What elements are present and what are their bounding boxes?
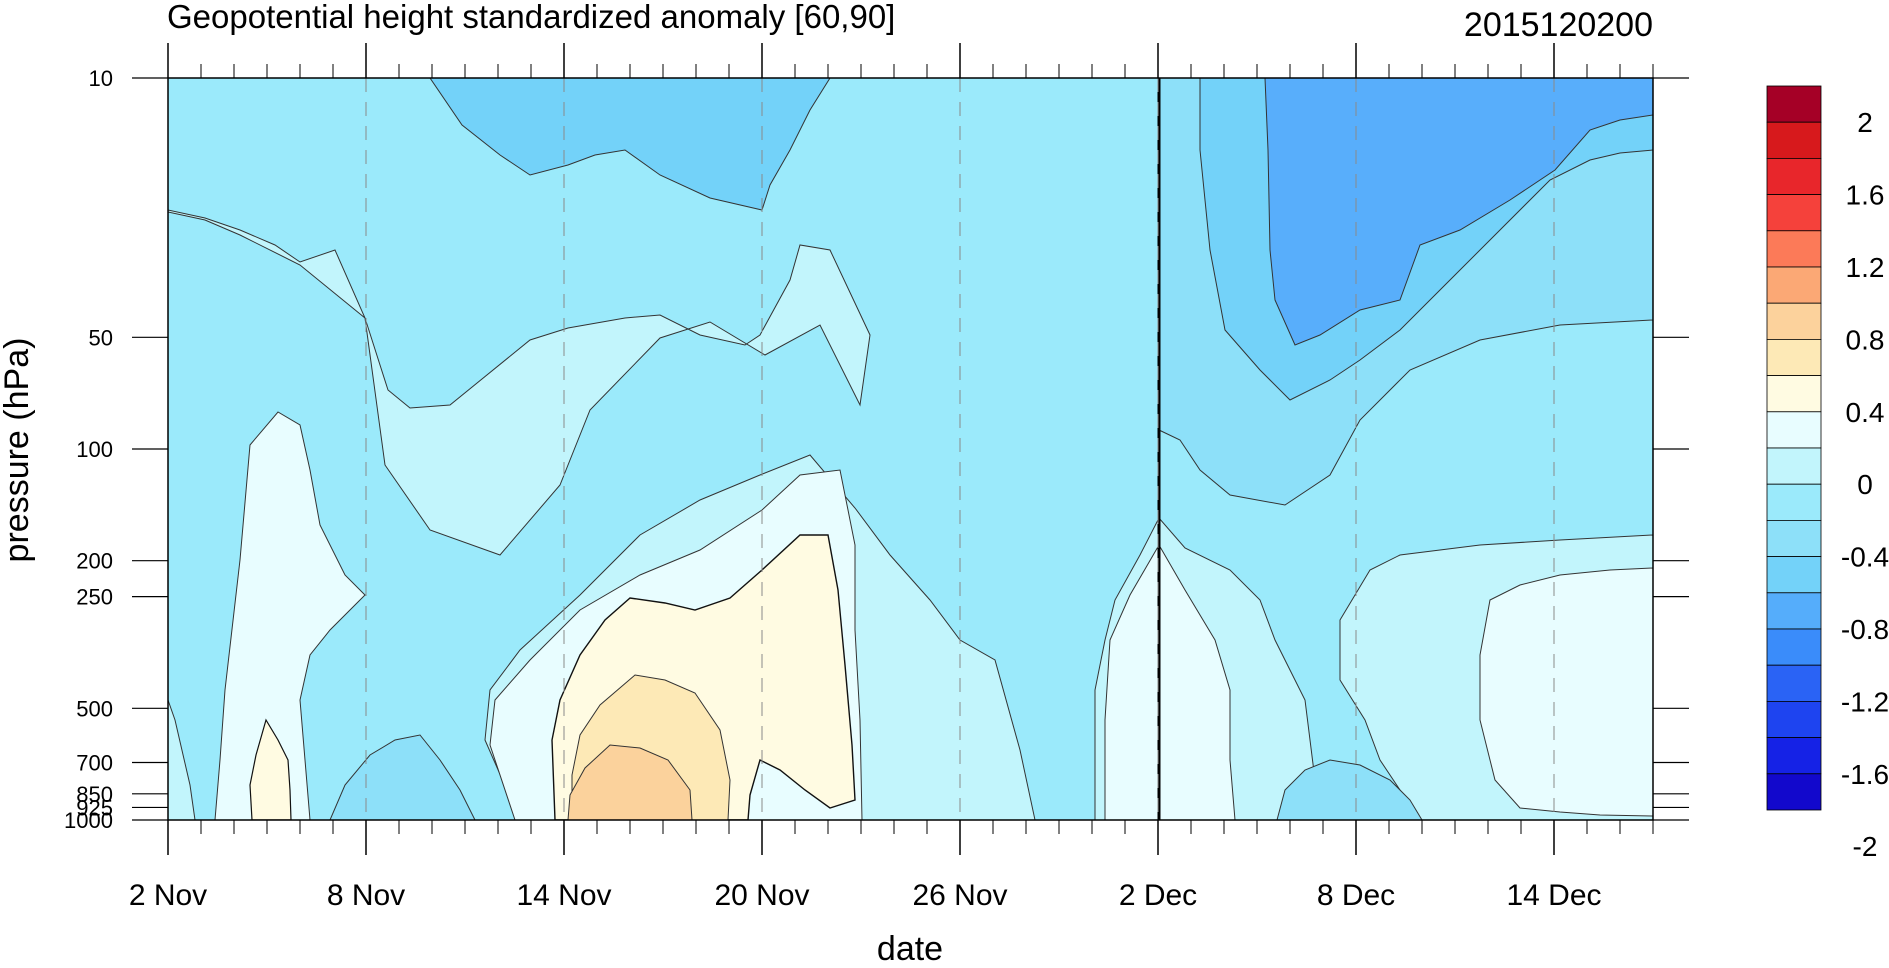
contour-fill-zero-right bbox=[1479, 567, 1653, 817]
y-axis-ticks bbox=[132, 77, 1689, 821]
colorbar-segment bbox=[1766, 773, 1822, 811]
x-tick-label: 26 Nov bbox=[912, 879, 1007, 912]
y-tick-label: 1000 bbox=[64, 808, 113, 833]
colorbar-segment bbox=[1766, 266, 1822, 304]
colorbar-label: 2 bbox=[1857, 107, 1873, 138]
y-tick-label: 850 bbox=[76, 782, 113, 807]
colorbar-label: 0.4 bbox=[1846, 397, 1885, 428]
colorbar-labels: 2 1.6 1.2 0.8 0.4 0 -0.4 -0.8 -1.2 -1.6 -2 bbox=[1841, 107, 1889, 862]
chart-title: Geopotential height standardized anomaly… bbox=[167, 0, 895, 35]
x-tick-label: 8 Dec bbox=[1317, 879, 1395, 912]
contour-plot-area bbox=[168, 78, 1653, 820]
colorbar-label: 1.6 bbox=[1846, 180, 1885, 211]
x-axis-label: date bbox=[877, 930, 943, 963]
colorbar-label: -0.4 bbox=[1841, 542, 1889, 573]
colorbar-segment bbox=[1766, 121, 1822, 159]
contour-fill-neg-0.8-top bbox=[429, 78, 831, 211]
x-tick-label: 2 Dec bbox=[1119, 879, 1197, 912]
vertical-dashed-gridlines bbox=[365, 78, 1555, 820]
colorbar-segment bbox=[1766, 411, 1822, 449]
x-tick-label: 14 Nov bbox=[516, 879, 611, 912]
colorbar-label: 0 bbox=[1857, 469, 1873, 500]
colorbar-segment bbox=[1766, 375, 1822, 413]
colorbar-segment bbox=[1766, 520, 1822, 558]
colorbar-label: 1.2 bbox=[1846, 252, 1885, 283]
colorbar-segment bbox=[1766, 230, 1822, 268]
y-axis-label: pressure (hPa) bbox=[0, 338, 36, 563]
y-tick-label: 700 bbox=[76, 751, 113, 776]
y-tick-label: 50 bbox=[89, 325, 113, 350]
colorbar-segment bbox=[1766, 556, 1822, 594]
colorbar-label: -2 bbox=[1853, 831, 1878, 862]
x-axis-tick-labels: 2 Nov 8 Nov 14 Nov 20 Nov 26 Nov 2 Dec 8 Dec 14… bbox=[129, 879, 1602, 912]
colorbar-label: -1.6 bbox=[1841, 759, 1889, 790]
colorbar-label: -0.8 bbox=[1841, 614, 1889, 645]
y-tick-label: 500 bbox=[76, 696, 113, 721]
contour-fill-neg-0.6-lower2 bbox=[1276, 759, 1423, 820]
x-tick-label: 14 Dec bbox=[1506, 879, 1601, 912]
colorbar-segment bbox=[1766, 592, 1822, 630]
colorbar-segment bbox=[1766, 483, 1822, 521]
contour-fill-zero-left bbox=[214, 411, 366, 820]
contour-fill-neg-0.2-region bbox=[168, 209, 871, 556]
colorbar-segment bbox=[1766, 447, 1822, 485]
y-tick-label: 250 bbox=[76, 585, 113, 610]
colorbar-segment bbox=[1766, 302, 1822, 340]
chart-right-title: 2015120200 bbox=[1464, 6, 1653, 44]
colorbar-segment bbox=[1766, 157, 1822, 195]
colorbar-segment bbox=[1766, 737, 1822, 775]
y-tick-label: 100 bbox=[76, 437, 113, 462]
colorbar-segment bbox=[1766, 338, 1822, 376]
colorbar-label: -1.2 bbox=[1841, 686, 1889, 717]
x-tick-label: 20 Nov bbox=[714, 879, 809, 912]
x-axis-ticks bbox=[167, 43, 1654, 855]
colorbar bbox=[1766, 85, 1822, 811]
contour-fill-pos-0.6 bbox=[567, 744, 693, 820]
colorbar-segment bbox=[1766, 85, 1822, 123]
contour-fill-zero-mid bbox=[1104, 544, 1236, 820]
colorbar-segment bbox=[1766, 701, 1822, 739]
colorbar-segment bbox=[1766, 664, 1822, 702]
colorbar-segment bbox=[1766, 194, 1822, 232]
x-tick-label: 8 Nov bbox=[327, 879, 405, 912]
contour-fill-pos-0.2-small bbox=[249, 718, 292, 820]
y-tick-label: 925 bbox=[76, 795, 113, 820]
contour-fill-neg-1.0-right bbox=[1264, 78, 1653, 346]
colorbar-segment bbox=[1766, 628, 1822, 666]
y-tick-label: 200 bbox=[76, 549, 113, 574]
contour-fill-neg-0.2-lower bbox=[168, 699, 196, 820]
y-tick-label: 10 bbox=[89, 66, 113, 91]
colorbar-label: 0.8 bbox=[1846, 324, 1885, 355]
x-tick-label: 2 Nov bbox=[129, 879, 207, 912]
